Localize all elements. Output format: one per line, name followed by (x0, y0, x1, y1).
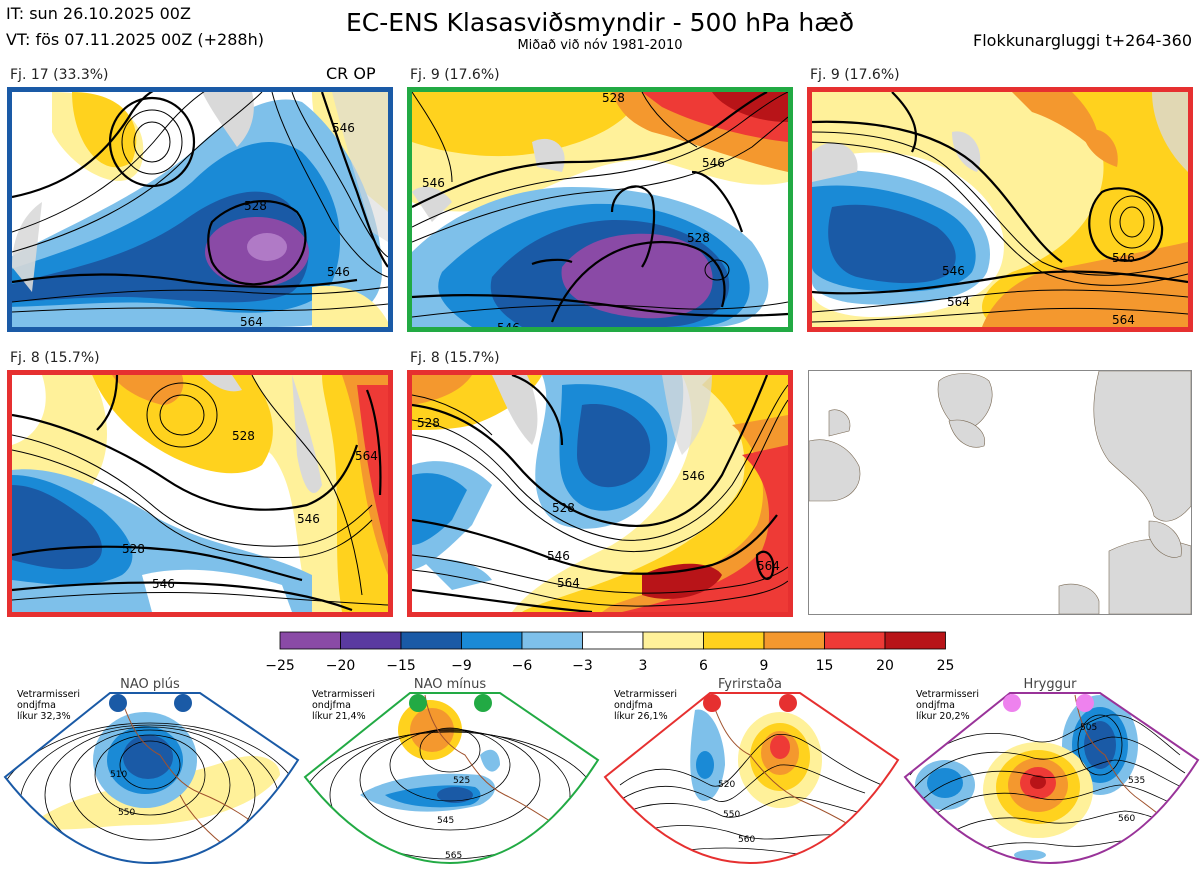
cluster-1-contour-label: 546 (332, 121, 355, 135)
colorbar-swatch (461, 631, 523, 650)
regime-1-note: Vetrarmisseri (17, 689, 80, 700)
colorbar-swatch (642, 631, 704, 650)
page-title: EC-ENS Klasasviðsmyndir - 500 hPa hæð (345, 8, 855, 37)
regime-1-probability: líkur 32,3% (17, 711, 71, 722)
cluster-2-contour-label: 546 (497, 321, 520, 327)
regime-2-contour-label: 525 (453, 776, 470, 786)
cluster-2-contour-label: 528 (687, 231, 710, 245)
cluster-5-contour-label: 528 (552, 501, 575, 515)
cluster-5-contour-label: 528 (417, 416, 440, 430)
regime-2-probability: líkur 21,4% (312, 711, 366, 722)
colorbar-tick-label: −3 (572, 658, 593, 674)
cluster-4-label: Fj. 8 (15.7%) (10, 350, 100, 366)
regime-2-name: NAO mínus (414, 677, 487, 692)
colorbar-tick-label: 25 (937, 658, 955, 674)
regime-blocking: 520 550 560 Fyrirstaða Vetrarmisseri ond… (603, 677, 900, 865)
cluster-2-contour-label: 528 (602, 92, 625, 105)
regime-3-contour-label: 520 (718, 780, 735, 790)
regime-2-contour-label: 545 (437, 816, 454, 826)
regime-4-contour-label: 535 (1128, 776, 1145, 786)
cluster-2-contour-label: 546 (422, 176, 445, 190)
regime-3-contour-label: 560 (738, 835, 755, 845)
colorbar-swatch (400, 631, 462, 650)
colorbar-tick-label: −20 (326, 658, 356, 674)
colorbar-tick-label: −15 (386, 658, 416, 674)
colorbar-swatch (582, 631, 644, 650)
cluster-2-contour-label: 546 (702, 156, 725, 170)
colorbar-tick-label: 3 (639, 658, 648, 674)
regime-1-contour-label: 550 (118, 808, 135, 818)
page-subtitle: Miðað við nóv 1981-2010 (517, 38, 683, 53)
classification-window: Flokkunargluggi t+264-360 (973, 31, 1192, 50)
cluster-5-contour-label: 546 (547, 549, 570, 563)
colorbar-swatch (703, 631, 765, 650)
cluster-4-map: 528 528 546 546 564 (7, 370, 393, 617)
cluster-1-crop-label: CR OP (326, 64, 376, 83)
cluster-3-label: Fj. 9 (17.6%) (810, 67, 900, 83)
colorbar-tick-label: 9 (760, 658, 769, 674)
colorbar-tick-label: −25 (265, 658, 295, 674)
cluster-4-contour-label: 528 (232, 429, 255, 443)
colorbar-swatch (884, 631, 946, 650)
cluster-4-contour-label: 546 (152, 577, 175, 591)
regime-nao-minus: 525 545 565 NAO mínus Vetrarmisseri ondj… (303, 677, 600, 865)
regime-4-name: Hryggur (1024, 677, 1078, 692)
regime-3-contour-label: 550 (723, 810, 740, 820)
regime-2-note: ondjfma (312, 700, 351, 711)
cluster-3-contour-label: 564 (947, 295, 970, 309)
cluster-2-label: Fj. 9 (17.6%) (410, 67, 500, 83)
cluster-3-map: 546 546 564 564 (807, 87, 1193, 332)
colorbar-tick-label: 6 (699, 658, 708, 674)
colorbar-swatch (824, 631, 886, 650)
cluster-4-contour-label: 546 (297, 512, 320, 526)
cluster-3-contour-label: 546 (1112, 251, 1135, 265)
cluster-5-map: 528 528 546 546 564 564 (407, 370, 793, 617)
empty-map (808, 370, 1192, 615)
regime-4-contour-label: 505 (1080, 723, 1097, 733)
colorbar: −25 −20 −15 −9 −6 −3 3 6 9 15 20 25 (265, 631, 955, 674)
cluster-5-contour-label: 564 (557, 576, 580, 590)
colorbar-swatch (521, 631, 583, 650)
cluster-1-map: 528 546 546 564 (7, 87, 393, 332)
cluster-4-contour-label: 564 (355, 449, 378, 463)
colorbar-tick-label: 20 (876, 658, 894, 674)
regime-3-name: Fyrirstaða (718, 677, 782, 692)
regime-3-probability: líkur 26,1% (614, 711, 668, 722)
regime-4-note: Vetrarmisseri (916, 689, 979, 700)
cluster-1-contour-label: 564 (240, 315, 263, 327)
colorbar-swatch (340, 631, 402, 650)
regime-1-name: NAO plús (120, 677, 180, 692)
cluster-2-map: 528 546 528 546 546 (407, 87, 793, 332)
regime-nao-plus: 510 550 NAO plús Vetrarmisseri ondjfma l… (3, 677, 300, 865)
cluster-3-contour-label: 564 (1112, 313, 1135, 327)
regime-4-note: ondjfma (916, 700, 955, 711)
cluster-1-contour-label: 528 (244, 199, 267, 213)
colorbar-swatch (279, 631, 341, 650)
init-time: IT: sun 26.10.2025 00Z (6, 4, 191, 23)
regime-3-note: Vetrarmisseri (614, 689, 677, 700)
cluster-5-label: Fj. 8 (15.7%) (410, 350, 500, 366)
colorbar-tick-label: −9 (451, 658, 472, 674)
regime-3-note: ondjfma (614, 700, 653, 711)
regime-4-contour-label: 560 (1118, 814, 1135, 824)
regime-4-probability: líkur 20,2% (916, 711, 970, 722)
regime-2-note: Vetrarmisseri (312, 689, 375, 700)
cluster-5-contour-label: 564 (757, 559, 780, 573)
regime-1-note: ondjfma (17, 700, 56, 711)
valid-time: VT: fös 07.11.2025 00Z (+288h) (6, 30, 264, 49)
regime-ridge: 505 535 560 Hryggur Vetrarmisseri ondjfm… (903, 677, 1200, 865)
regime-1-contour-label: 510 (110, 770, 127, 780)
colorbar-swatch (763, 631, 825, 650)
colorbar-tick-label: −6 (512, 658, 533, 674)
cluster-1-label: Fj. 17 (33.3%) (10, 67, 109, 83)
cluster-1-contour-label: 546 (327, 265, 350, 279)
cluster-4-contour-label: 528 (122, 542, 145, 556)
cluster-3-contour-label: 546 (942, 264, 965, 278)
regime-2-contour-label: 565 (445, 851, 462, 861)
colorbar-tick-label: 15 (816, 658, 834, 674)
cluster-5-contour-label: 546 (682, 469, 705, 483)
